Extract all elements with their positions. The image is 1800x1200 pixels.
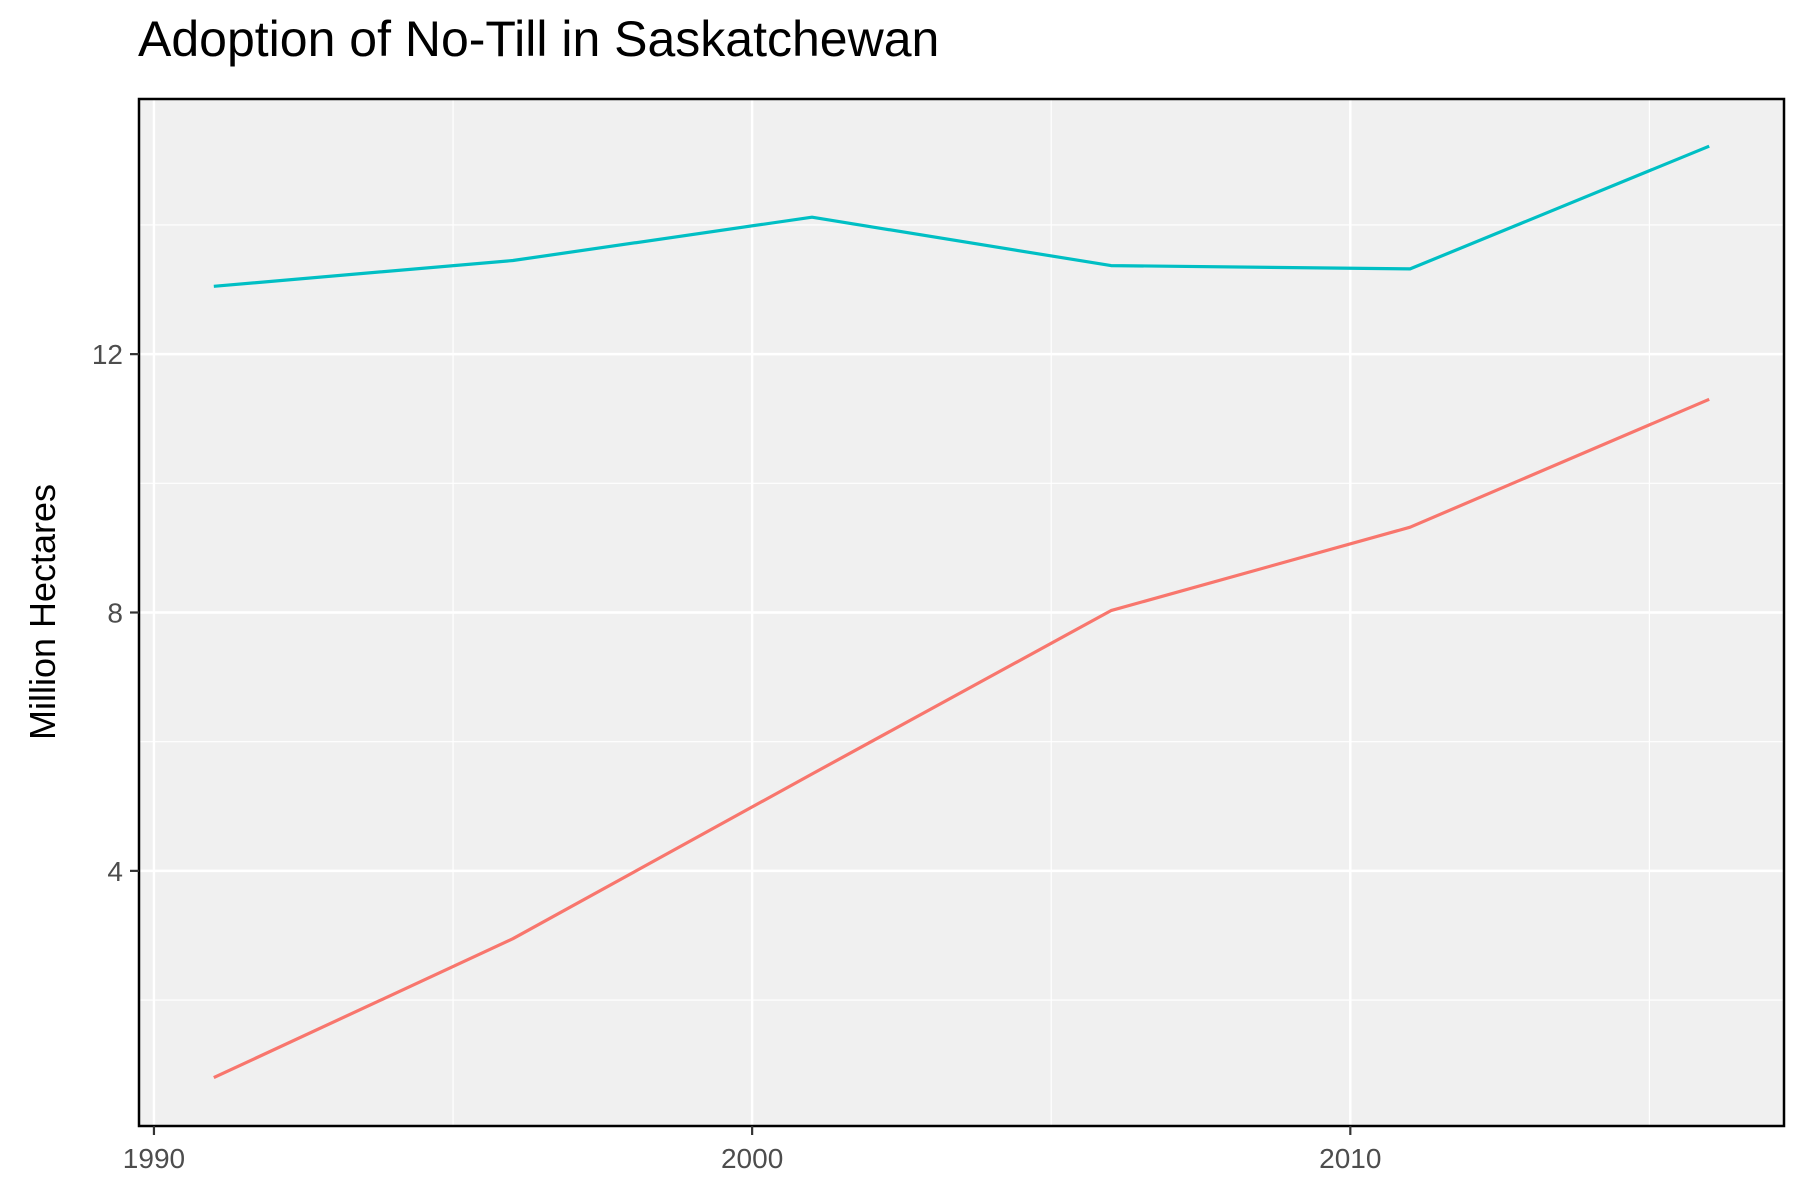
y-tick-label: 4: [107, 856, 123, 887]
series-line-1: [213, 144, 1710, 288]
grid-lines: [139, 99, 1784, 1126]
y-tick-label: 12: [92, 339, 123, 370]
series-lines: [213, 144, 1710, 1080]
x-tick-label: 1990: [123, 1143, 185, 1174]
series-line-2: [213, 397, 1710, 1080]
y-tick-label: 8: [107, 598, 123, 629]
y-axis-title: Million Hectares: [22, 484, 63, 740]
x-tick-label: 2010: [1319, 1143, 1381, 1174]
x-tick-label: 2000: [721, 1143, 783, 1174]
chart-title: Adoption of No-Till in Saskatchewan: [138, 11, 940, 67]
axes: 1990 2000 2010 4 8 12: [92, 339, 1382, 1174]
